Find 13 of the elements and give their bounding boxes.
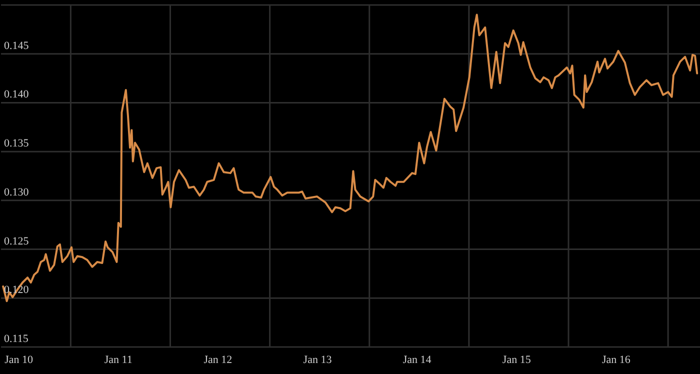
x-tick-label: Jan 16 xyxy=(602,354,631,366)
x-tick-label: Jan 12 xyxy=(204,354,232,366)
x-tick-label: Jan 13 xyxy=(303,354,332,366)
x-tick-label: Jan 15 xyxy=(502,354,532,366)
y-tick-label: 0.140 xyxy=(4,88,30,101)
x-tick-label: Jan 14 xyxy=(402,354,432,366)
y-tick-label: 0.125 xyxy=(4,235,30,248)
y-tick-label: 0.115 xyxy=(4,333,29,345)
y-tick-label: 0.135 xyxy=(4,138,30,150)
y-tick-label: 0.145 xyxy=(4,40,30,52)
x-tick-label: Jan 10 xyxy=(4,354,34,366)
x-tick-label: Jan 11 xyxy=(104,354,132,366)
y-tick-label: 0.130 xyxy=(4,186,30,198)
